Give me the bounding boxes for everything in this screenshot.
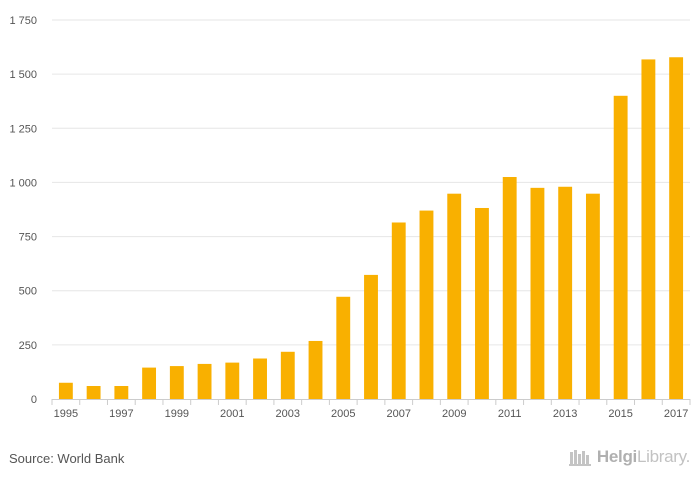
y-tick-label: 1 750 (9, 15, 37, 27)
library-logo-icon (568, 450, 591, 466)
y-tick-label: 1 000 (9, 177, 37, 189)
bar-2016 (641, 59, 656, 399)
x-tick-label: 2003 (276, 408, 300, 420)
bar-1997 (114, 386, 129, 399)
y-tick-label: 1 500 (9, 69, 37, 81)
bar-2015 (613, 95, 628, 400)
x-tick-label: 2015 (608, 408, 632, 420)
y-tick-label: 250 (19, 340, 37, 352)
y-tick-label: 750 (19, 232, 37, 244)
bar-2003 (280, 351, 295, 399)
bars (58, 57, 684, 400)
bar-2013 (558, 186, 573, 399)
bar-2000 (197, 363, 212, 399)
axes: 0 250 500 750 1 000 1 250 1 500 1 750 1995 1997 19… (9, 15, 691, 420)
bar-2006 (364, 274, 378, 399)
brand-name: HelgiLibrary. (596, 447, 690, 466)
x-tick-label: 2007 (386, 408, 410, 420)
bar-2005 (336, 296, 351, 399)
x-tick-label: 2005 (331, 408, 355, 420)
x-tick-label: 1995 (54, 408, 78, 420)
x-tick-label: 1997 (109, 408, 133, 420)
bar-chart: 0 250 500 750 1 000 1 250 1 500 1 750 1995 1997 19… (9, 15, 691, 420)
x-tick-label: 2011 (498, 408, 522, 420)
x-tick-label: 2001 (220, 408, 244, 420)
bar-2002 (253, 358, 267, 399)
y-tick-label: 500 (19, 286, 37, 298)
bar-2008 (419, 210, 434, 399)
x-tick-label: 2009 (442, 408, 466, 420)
bar-2014 (585, 193, 600, 399)
bar-2007 (391, 222, 406, 399)
x-tick-label: 2017 (664, 408, 688, 420)
bar-1996 (86, 386, 101, 399)
bar-2012 (530, 187, 545, 399)
helgi-library-logo: HelgiLibrary. (568, 447, 690, 467)
bar-1995 (58, 382, 73, 399)
source-note: Source: World Bank (9, 451, 125, 466)
gridlines (52, 19, 690, 346)
y-tick-label: 1 250 (9, 123, 37, 135)
x-tick-label: 2013 (553, 408, 577, 420)
bar-2017 (669, 57, 684, 400)
bar-2011 (502, 177, 517, 399)
bar-2001 (225, 362, 240, 399)
bar-2009 (447, 193, 462, 399)
x-tick-label: 1999 (165, 408, 189, 420)
y-tick-label: 0 (31, 394, 37, 406)
bar-2004 (308, 340, 323, 399)
bar-2010 (475, 207, 489, 399)
bar-1998 (142, 367, 157, 399)
bar-1999 (169, 366, 184, 399)
